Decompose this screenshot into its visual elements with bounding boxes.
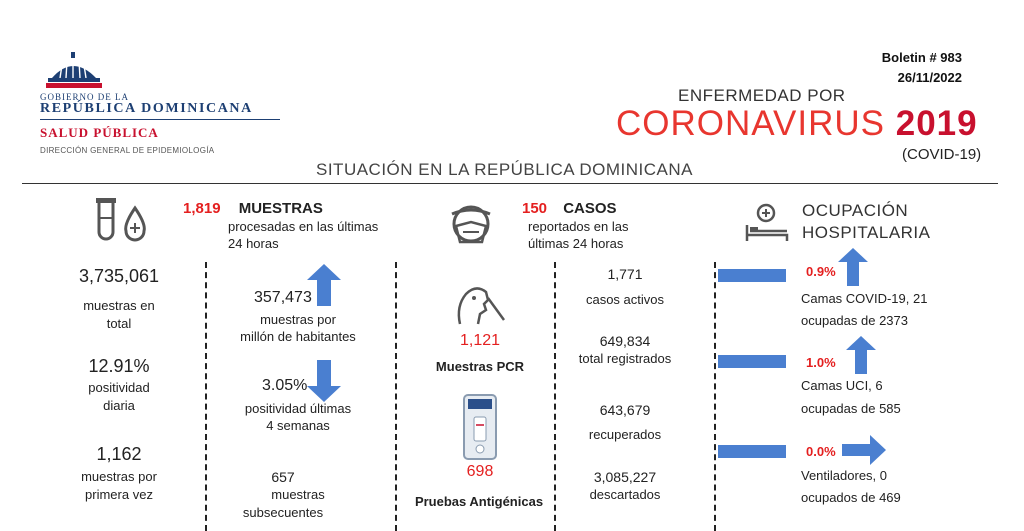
covid-beds-bar	[718, 269, 786, 282]
pos4-value: 3.05%	[262, 377, 308, 394]
arrow-up-icon	[846, 336, 876, 374]
antigen-test-icon	[463, 394, 497, 460]
header-rule	[22, 183, 998, 184]
ventilators-pct: 0.0%	[806, 444, 836, 459]
covid-label: (COVID-19)	[902, 146, 982, 163]
antigen-label: Pruebas Antigénicas	[414, 494, 544, 509]
muestras-total-label1: muestras en	[83, 298, 155, 313]
gov-line1: GOBIERNO DE LA	[40, 92, 129, 102]
uci-beds-label1: Camas UCI, 6	[801, 378, 883, 393]
per-million-label2: millón de habitantes	[240, 329, 356, 344]
pcr-label: Muestras PCR	[435, 359, 525, 374]
subsec-value: 657	[271, 469, 295, 485]
activos-value: 1,771	[607, 266, 643, 282]
antigen-value: 698	[466, 463, 494, 480]
muestras-sub2: 24 horas	[228, 236, 279, 251]
salud-publica: SALUD PÚBLICA	[40, 125, 159, 140]
face-mask-icon	[451, 205, 491, 244]
recuperados-value: 643,679	[599, 402, 651, 418]
pos4-label2: 4 semanas	[266, 418, 330, 433]
gov-line2: REPÚBLICA DOMINICANA	[40, 101, 253, 116]
uci-beds-pct: 1.0%	[806, 355, 836, 370]
nasal-swab-icon	[457, 287, 506, 325]
divider-1	[205, 262, 207, 531]
divider-2	[395, 262, 397, 531]
enfermedad-title: ENFERMEDAD POR	[678, 86, 846, 105]
covid-beds-label2: ocupadas de 2373	[801, 313, 908, 328]
covid-beds-pct: 0.9%	[806, 264, 836, 279]
casos-sub1: reportados en las	[528, 219, 629, 234]
casos-sub2: últimas 24 horas	[528, 236, 624, 251]
muestras-sub1: procesadas en las últimas	[228, 219, 379, 234]
uci-beds-bar	[718, 355, 786, 368]
primera-vez-value: 1,162	[96, 444, 142, 464]
ventilators-label1: Ventiladores, 0	[801, 468, 888, 483]
ocupacion-title1: OCUPACIÓN	[802, 201, 909, 220]
positividad-value: 12.91%	[88, 356, 150, 376]
arrow-up-icon	[307, 264, 341, 306]
arrow-up-icon	[838, 248, 868, 286]
primera-vez-label2: primera vez	[85, 487, 153, 502]
registrados-label: total registrados	[578, 351, 672, 366]
uci-beds-label2: ocupadas de 585	[801, 401, 901, 416]
divider-3	[554, 262, 556, 531]
positividad-label1: positividad	[88, 380, 150, 395]
pos4-label1: positividad últimas	[244, 401, 352, 416]
boletin-number: Boletin # 983	[881, 50, 962, 65]
activos-label: casos activos	[585, 292, 665, 307]
casos-heading: 150 CASOS	[522, 200, 617, 217]
muestras-total-label2: total	[106, 316, 132, 331]
per-million-label1: muestras por	[260, 312, 336, 327]
per-million-value: 357,473	[254, 289, 312, 306]
divider-4	[714, 262, 716, 531]
muestras-total-value: 3,735,061	[78, 266, 160, 286]
primera-vez-label1: muestras por	[81, 469, 157, 484]
registrados-value: 649,834	[599, 333, 651, 349]
situacion-title: SITUACIÓN EN LA REPÚBLICA DOMINICANA	[316, 160, 693, 179]
ventilators-bar	[718, 445, 786, 458]
boletin-date: 26/11/2022	[897, 70, 962, 85]
coronavirus-title: CORONAVIRUS 2019	[616, 104, 978, 143]
descartados-value: 3,085,227	[593, 469, 657, 485]
arrow-right-icon	[842, 435, 886, 465]
subsec-label2: subsecuentes	[242, 505, 324, 520]
covid-beds-label1: Camas COVID-19, 21	[801, 291, 928, 306]
recuperados-label: recuperados	[588, 427, 662, 442]
positividad-label2: diaria	[103, 398, 135, 413]
pcr-value: 1,121	[459, 332, 501, 349]
logo-divider	[40, 119, 280, 120]
arrow-down-icon	[307, 360, 341, 402]
hospital-bed-icon	[745, 203, 789, 241]
ocupacion-title2: HOSPITALARIA	[802, 223, 931, 242]
government-dome-logo-icon	[46, 52, 102, 88]
ventilators-label2: ocupados de 469	[801, 490, 901, 505]
descartados-label: descartados	[589, 487, 661, 502]
direccion: DIRECCIÓN GENERAL DE EPIDEMIOLOGÍA	[40, 146, 215, 155]
subsec-label1: muestras	[271, 487, 325, 502]
test-tube-icon	[96, 198, 146, 242]
muestras-heading: 1,819 MUESTRAS	[183, 200, 323, 217]
